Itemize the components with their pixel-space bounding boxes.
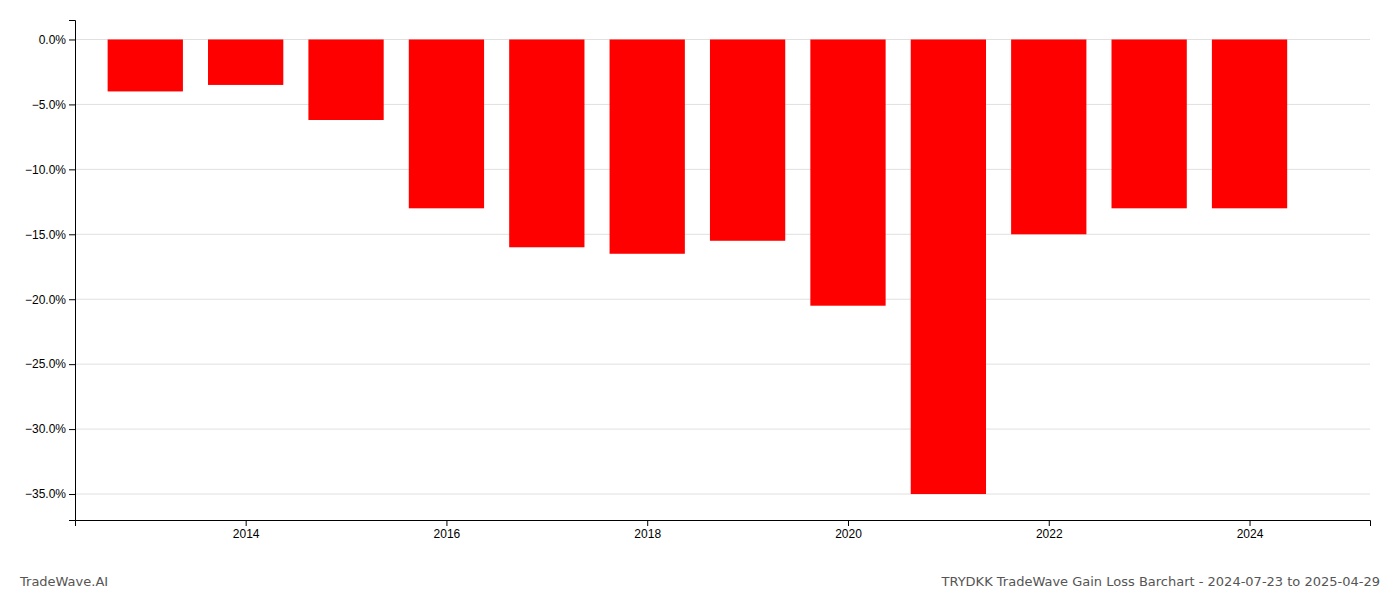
y-tick-mark (69, 234, 75, 235)
y-tick-label: 0.0% (39, 33, 67, 47)
chart-svg: 2014 2016 2018 2020 2022 2024 0.0% −5.0% −10.0% −… (0, 0, 1400, 600)
x-tick-mark (647, 520, 648, 526)
x-tick-label: 2022 (1036, 527, 1063, 541)
bar (509, 39, 584, 247)
y-tick: −35.0% (25, 487, 75, 501)
y-tick: −25.0% (25, 357, 75, 371)
x-tick-label: 2014 (233, 527, 260, 541)
chart-container: 2014 2016 2018 2020 2022 2024 0.0% −5.0% −10.0% −… (0, 0, 1400, 600)
x-tick: 2024 (1237, 520, 1264, 541)
y-tick-mark (69, 494, 75, 495)
y-tick-label: −10.0% (25, 163, 66, 177)
y-tick: 0.0% (39, 33, 75, 47)
y-tick: −30.0% (25, 422, 75, 436)
y-tick-mark (69, 104, 75, 105)
y-tick-mark (69, 169, 75, 170)
bar (911, 39, 986, 494)
y-axis-line (69, 21, 76, 521)
bar (409, 39, 484, 208)
bar (208, 39, 283, 84)
x-tick: 2020 (835, 520, 862, 541)
x-tick-label: 2018 (634, 527, 661, 541)
y-tick-mark (69, 429, 75, 430)
y-tick: −5.0% (32, 98, 75, 112)
x-tick-label: 2016 (434, 527, 461, 541)
x-tick-label: 2020 (835, 527, 862, 541)
x-tick: 2018 (634, 520, 661, 541)
x-axis: 2014 2016 2018 2020 2022 2024 (76, 520, 1371, 541)
y-tick: −10.0% (25, 163, 75, 177)
x-axis-line (76, 521, 1371, 527)
watermark: TradeWave.AI (19, 574, 108, 589)
y-tick-label: −35.0% (25, 487, 66, 501)
bar (108, 39, 183, 91)
y-tick-label: −5.0% (32, 98, 67, 112)
grid-line (75, 494, 1370, 495)
x-tick-mark (246, 520, 247, 526)
x-tick-label: 2024 (1237, 527, 1264, 541)
x-tick-mark (1049, 520, 1050, 526)
bar (1011, 39, 1086, 234)
bar (1212, 39, 1287, 208)
bar (710, 39, 785, 240)
grid-line (75, 299, 1370, 300)
grid-line (75, 429, 1370, 430)
y-tick-mark (69, 364, 75, 365)
x-tick: 2016 (434, 520, 461, 541)
plot-area (108, 39, 1288, 494)
y-tick-label: −25.0% (25, 357, 66, 371)
y-tick-label: −30.0% (25, 422, 66, 436)
x-tick-mark (446, 520, 447, 526)
x-tick: 2022 (1036, 520, 1063, 541)
x-tick-mark (848, 520, 849, 526)
y-tick-mark (69, 39, 75, 40)
y-axis: 0.0% −5.0% −10.0% −15.0% −20.0% −25.0% −30.0% −… (25, 21, 76, 521)
grid-line (75, 364, 1370, 365)
bar (308, 39, 383, 120)
y-tick: −15.0% (25, 228, 75, 242)
title: TRYDKK TradeWave Gain Loss Barchart - 20… (941, 574, 1380, 589)
y-tick-label: −15.0% (25, 228, 66, 242)
bar (810, 39, 885, 305)
grid (75, 39, 1370, 494)
y-tick: −20.0% (25, 293, 75, 307)
bar (1112, 39, 1187, 208)
x-tick: 2014 (233, 520, 260, 541)
y-tick-mark (69, 299, 75, 300)
y-tick-label: −20.0% (25, 293, 66, 307)
x-tick-mark (1250, 520, 1251, 526)
bar (610, 39, 685, 253)
